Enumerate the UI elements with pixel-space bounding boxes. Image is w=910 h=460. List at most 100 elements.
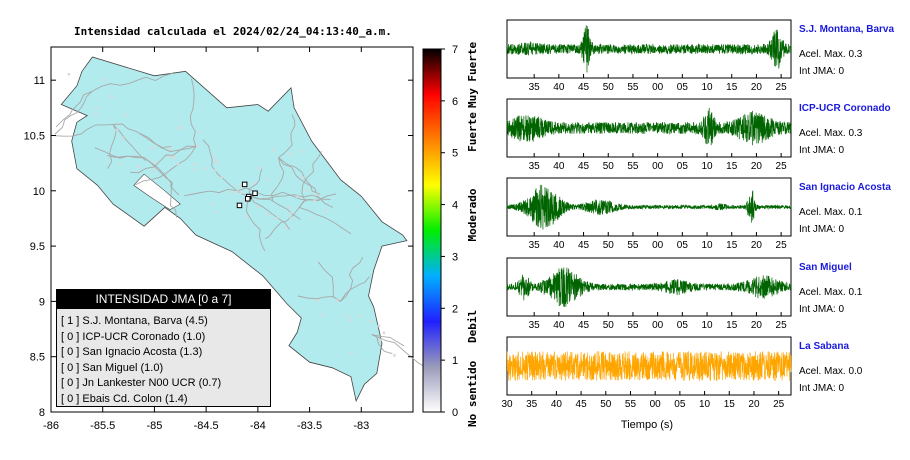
trace-waveform bbox=[506, 184, 792, 230]
town-marker bbox=[320, 313, 324, 317]
road-line bbox=[299, 206, 352, 235]
station-name: S.J. Montana, Barva bbox=[799, 24, 895, 35]
town-marker bbox=[257, 167, 260, 170]
town-marker bbox=[236, 190, 239, 193]
colorbar-tick-label: 3 bbox=[452, 251, 458, 263]
town-marker bbox=[239, 184, 242, 188]
town-marker bbox=[305, 189, 309, 193]
road-line bbox=[202, 139, 238, 192]
time-tick-label: 00 bbox=[652, 240, 664, 251]
map-y-axis: 11 10.5 10 9.5 9 8.5 8 bbox=[24, 75, 413, 419]
legend-item: [ 0 ] San Miguel (1.0) bbox=[61, 361, 221, 377]
road-line bbox=[143, 157, 180, 196]
town-marker bbox=[335, 299, 339, 302]
y-tick-label: 11 bbox=[34, 75, 45, 87]
time-tick-label: 55 bbox=[627, 161, 639, 172]
town-marker bbox=[213, 169, 216, 172]
road-line bbox=[130, 145, 196, 174]
town-marker bbox=[271, 148, 274, 152]
town-marker bbox=[137, 165, 140, 169]
town-marker bbox=[379, 338, 382, 342]
colorbar-tick-label: 4 bbox=[452, 200, 458, 212]
town-marker bbox=[216, 160, 219, 164]
road-line bbox=[237, 187, 320, 201]
station-jma-intensity: Int JMA: 0 bbox=[799, 383, 845, 394]
road-line bbox=[249, 196, 290, 230]
legend-title: INTENSIDAD JMA [0 a 7] bbox=[57, 290, 270, 309]
time-tick-label: 40 bbox=[553, 240, 565, 251]
station-marker bbox=[252, 190, 258, 196]
town-marker bbox=[150, 146, 153, 149]
legend-item: [ 1 ] S.J. Montana, Barva (4.5) bbox=[61, 314, 221, 330]
town-marker bbox=[309, 217, 313, 220]
town-marker bbox=[152, 168, 155, 172]
colorbar-gradient bbox=[422, 48, 442, 413]
time-tick-label: 25 bbox=[776, 240, 788, 251]
station-marker bbox=[241, 181, 248, 188]
time-tick-label: 35 bbox=[529, 82, 541, 93]
station-name: San Ignacio Acosta bbox=[799, 182, 891, 193]
time-tick-label: 50 bbox=[603, 82, 615, 93]
road-line bbox=[245, 196, 266, 252]
time-tick-label: 05 bbox=[677, 161, 689, 172]
time-tick-label: 45 bbox=[578, 240, 590, 251]
town-marker bbox=[215, 210, 219, 213]
time-tick-label: 35 bbox=[529, 240, 541, 251]
y-tick-label: 9.5 bbox=[30, 241, 45, 253]
town-marker bbox=[314, 193, 318, 196]
time-tick-label: 05 bbox=[674, 399, 686, 410]
colorbar-category-label: Debil bbox=[466, 310, 479, 343]
town-marker bbox=[289, 216, 293, 220]
trace-waveform bbox=[506, 267, 792, 307]
time-tick-label: 55 bbox=[625, 399, 637, 410]
time-tick-label: 00 bbox=[652, 320, 664, 331]
y-tick-label: 9 bbox=[39, 296, 45, 308]
time-tick-label: 10 bbox=[701, 82, 713, 93]
time-tick-label: 50 bbox=[600, 399, 612, 410]
town-marker bbox=[245, 214, 248, 218]
time-tick-label: 20 bbox=[751, 320, 763, 331]
time-tick-label: 40 bbox=[551, 399, 563, 410]
time-tick-label: 05 bbox=[677, 240, 689, 251]
town-marker bbox=[203, 167, 207, 170]
time-tick-label: 00 bbox=[650, 399, 662, 410]
colorbar-category-label: Moderado bbox=[466, 188, 479, 241]
town-marker bbox=[118, 162, 122, 165]
road-line bbox=[278, 157, 321, 195]
legend-item: [ 0 ] Ebais Cd. Colon (1.4) bbox=[61, 392, 221, 408]
station-accel-max: Acel. Max. 0.3 bbox=[799, 128, 863, 139]
time-tick-label: 45 bbox=[578, 320, 590, 331]
town-marker bbox=[196, 144, 199, 148]
road-line bbox=[143, 157, 177, 218]
map-land bbox=[60, 56, 408, 403]
town-marker bbox=[242, 199, 246, 202]
intensity-colorbar: 0 1 2 3 4 5 6 7 No sentido Debil Moderado Fuerte Muy… bbox=[422, 41, 479, 427]
legend-item-index: [ 0 ] bbox=[61, 361, 80, 374]
station-accel-max: Acel. Max. 0.1 bbox=[799, 207, 863, 218]
legend-item-label: S.J. Montana, Barva (4.5) bbox=[82, 315, 208, 327]
road-line bbox=[135, 146, 197, 186]
time-tick-label: 10 bbox=[701, 320, 713, 331]
time-tick-label: 05 bbox=[677, 82, 689, 93]
town-marker bbox=[348, 319, 352, 322]
town-marker bbox=[358, 314, 361, 317]
road-line bbox=[184, 188, 238, 197]
legend-item-label: San Ignacio Acosta (1.3) bbox=[82, 346, 203, 358]
town-marker bbox=[369, 319, 373, 323]
time-tick-label: 15 bbox=[724, 399, 736, 410]
time-tick-label: 40 bbox=[553, 161, 565, 172]
road-line bbox=[94, 147, 145, 159]
map-station-markers bbox=[236, 181, 258, 209]
colorbar-tick-label: 2 bbox=[452, 303, 458, 315]
station-accel-max: Acel. Max. 0.1 bbox=[799, 287, 863, 298]
town-marker bbox=[110, 95, 114, 98]
station-name: La Sabana bbox=[799, 341, 850, 352]
legend-item-label: ICP-UCR Coronado (1.0) bbox=[82, 330, 206, 343]
town-marker bbox=[298, 150, 302, 153]
legend-item-index: [ 0 ] bbox=[61, 377, 80, 389]
road-line bbox=[139, 132, 196, 153]
time-tick-label: 55 bbox=[627, 82, 639, 93]
town-marker bbox=[220, 175, 224, 179]
time-tick-label: 35 bbox=[526, 399, 538, 410]
